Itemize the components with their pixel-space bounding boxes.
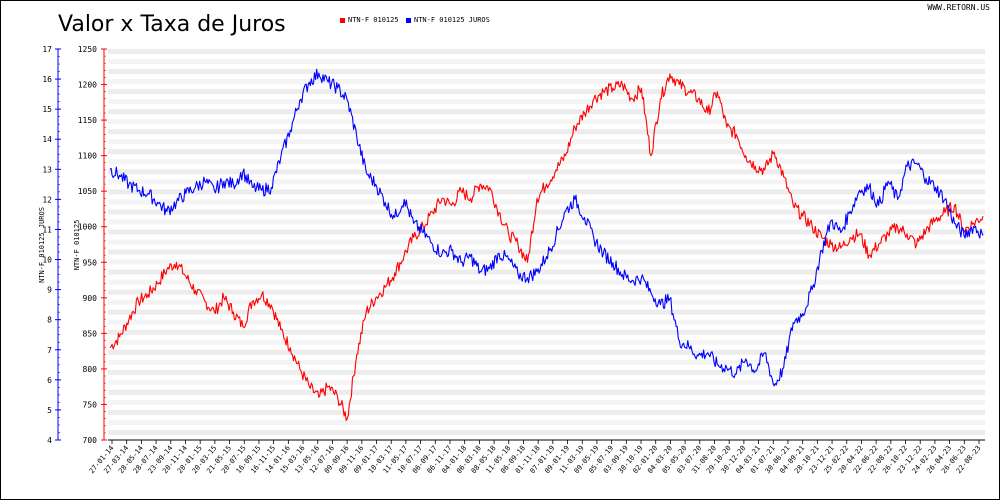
grid-band <box>108 169 985 175</box>
axis-tick-label-price: 900 <box>83 294 98 303</box>
grid-band <box>108 299 985 305</box>
grid-band <box>108 309 985 315</box>
grid-band <box>108 59 985 65</box>
axis-title-rate: NTN-F 010125 JUROS <box>38 207 46 283</box>
grid-band <box>108 269 985 275</box>
grid-band <box>108 129 985 135</box>
axis-title-price: NTN-F 010125 <box>73 220 81 271</box>
axis-tick-label-rate: 8 <box>47 316 52 325</box>
grid-band <box>108 359 985 365</box>
grid-band <box>108 389 985 395</box>
axis-tick-label-price: 750 <box>83 400 98 409</box>
grid-band <box>108 279 985 285</box>
grid-band <box>108 199 985 205</box>
grid-band <box>108 419 985 425</box>
axis-tick-label-rate: 13 <box>42 165 52 174</box>
axis-tick-label-rate: 12 <box>42 195 52 204</box>
axis-tick-label-rate: 10 <box>42 256 52 265</box>
axis-tick-label-price: 700 <box>83 436 98 445</box>
grid-band <box>108 79 985 85</box>
grid-band <box>108 99 985 105</box>
grid-band <box>108 159 985 165</box>
grid-band <box>108 319 985 325</box>
grid-band <box>108 109 985 115</box>
axis-tick-label-price: 1150 <box>78 116 97 125</box>
legend-label-rate: NTN-F 010125 JUROS <box>414 16 490 24</box>
axis-tick-label-price: 950 <box>83 258 98 267</box>
grid-band <box>108 89 985 95</box>
grid-band <box>108 409 985 415</box>
axis-tick-label-rate: 6 <box>47 376 52 385</box>
axis-tick-label-price: 1200 <box>78 81 97 90</box>
axis-tick-label-rate: 5 <box>47 406 52 415</box>
axis-tick-label-rate: 15 <box>42 105 52 114</box>
axis-tick-label-price: 1250 <box>78 45 97 54</box>
axis-tick-label-rate: 7 <box>47 346 52 355</box>
legend-label-price: NTN-F 010125 <box>348 16 399 24</box>
grid-band <box>108 149 985 155</box>
legend-item-price: NTN-F 010125 <box>340 16 399 24</box>
grid-band <box>108 49 985 55</box>
grid-band <box>108 219 985 225</box>
axis-tick-label-price: 800 <box>83 365 98 374</box>
chart-title: Valor x Taxa de Juros <box>58 12 286 37</box>
grid-band <box>108 429 985 435</box>
grid-band <box>108 339 985 345</box>
axis-tick-label-rate: 4 <box>47 436 52 445</box>
axis-tick-label-price: 1100 <box>78 152 97 161</box>
legend-swatch-rate <box>406 17 411 23</box>
grid-band <box>108 369 985 375</box>
grid-band <box>108 349 985 355</box>
axis-tick-label-rate: 14 <box>42 135 52 144</box>
grid-band <box>108 239 985 245</box>
series-line-price <box>109 73 984 422</box>
axis-tick-label-price: 1000 <box>78 223 97 232</box>
series-line-rate <box>109 68 984 387</box>
grid-band <box>108 289 985 295</box>
grid-band <box>108 189 985 195</box>
grid-band <box>108 209 985 215</box>
grid-band <box>108 379 985 385</box>
grid-band <box>108 249 985 255</box>
axis-tick-label-rate: 16 <box>42 75 52 84</box>
axis-tick-label-rate: 17 <box>42 45 52 54</box>
axis-tick-label-rate: 9 <box>47 286 52 295</box>
grid-band <box>108 259 985 265</box>
grid-band <box>108 139 985 145</box>
grid-band <box>108 399 985 405</box>
legend-item-rate: NTN-F 010125 JUROS <box>406 16 490 24</box>
axis-tick-label-rate: 11 <box>42 225 52 234</box>
grid-band <box>108 119 985 125</box>
site-label: WWW.RETORN.US <box>927 3 990 12</box>
grid-band <box>108 69 985 75</box>
axis-tick-label-price: 1050 <box>78 187 97 196</box>
grid-band <box>108 179 985 185</box>
legend-swatch-price <box>340 17 345 23</box>
grid-band <box>108 329 985 335</box>
grid-band <box>108 229 985 235</box>
axis-tick-label-price: 850 <box>83 329 98 338</box>
